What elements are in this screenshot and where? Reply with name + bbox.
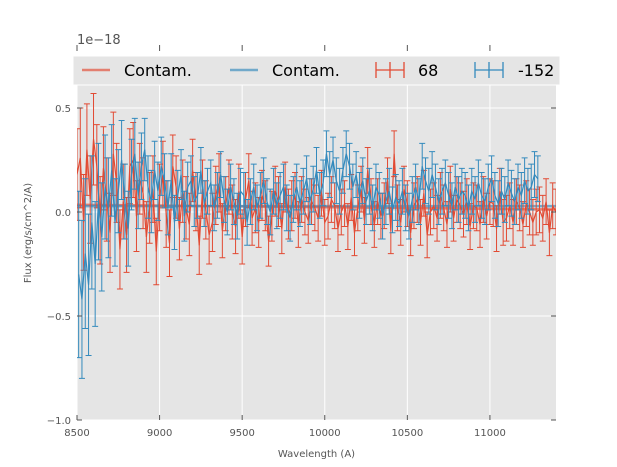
legend-swatch-68 [375,62,405,78]
y-tick-label: 0.5 [55,104,71,115]
legend-entry-152: -152 [474,61,554,80]
plot-background [77,56,556,420]
x-axis-label: Wavelength (A) [278,449,355,460]
x-tick-label: 9000 [147,428,172,439]
error-bar [553,188,556,236]
axis-ticks: 8500 9000 9500 10000 10500 11000 −1.0 −0.5 0.0 0.… [47,45,556,439]
y-tick-label: −0.5 [47,312,71,323]
legend-label-152: -152 [518,61,554,80]
legend-label-contam-blue: Contam. [272,61,340,80]
x-tick-label: 10500 [391,428,423,439]
legend-entry-contam-blue: Contam. [230,61,340,80]
series-152 [77,117,541,379]
legend-label-contam-red: Contam. [124,61,192,80]
series-line [77,139,556,252]
x-tick-label: 9500 [229,428,254,439]
series-line [78,149,539,300]
x-tick-label: 11000 [474,428,506,439]
data-series [77,92,556,379]
y-axis-label: Flux (erg/s/cm^2/A) [23,183,34,283]
y-tick-label: −1.0 [47,416,71,427]
legend-swatch-152 [474,62,504,78]
x-tick-label: 8500 [64,428,89,439]
error-bar [77,190,82,359]
x-tick-label: 10000 [309,428,341,439]
y-scale-label: 1e−18 [77,33,121,48]
legend-entry-68: 68 [375,61,438,80]
legend-entry-contam-red: Contam. [82,61,192,80]
legend: Contam. Contam. 68 -152 [72,55,561,86]
legend-label-68: 68 [418,61,438,80]
y-tick-label: 0.0 [55,208,71,219]
